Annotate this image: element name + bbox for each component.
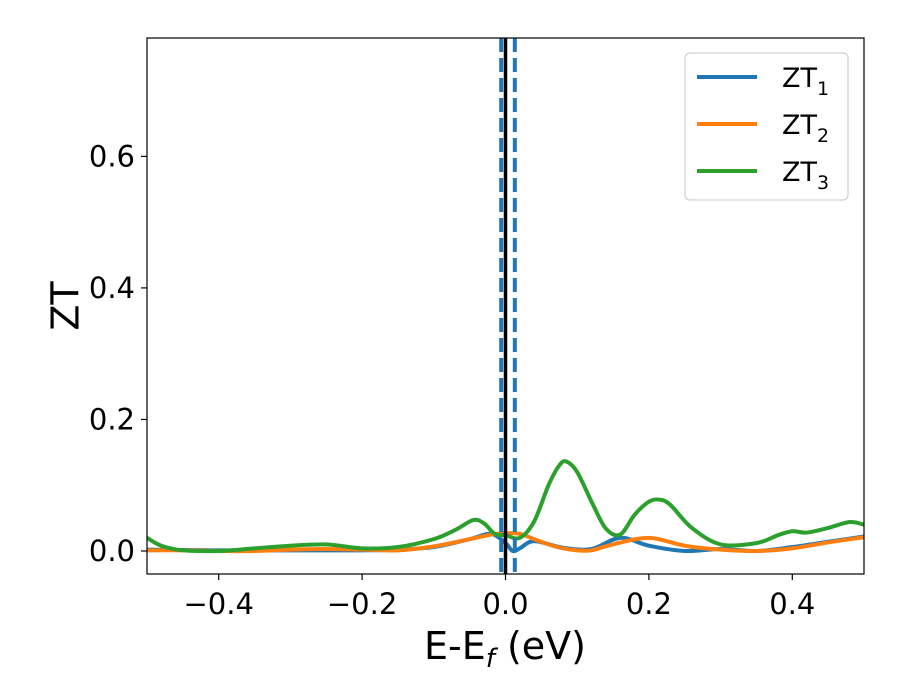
y-tick-label: 0.0 [89,534,135,568]
legend: ZT1 ZT2 ZT3 [684,52,849,201]
legend-box [684,52,849,201]
axis-ticks: −0.4 −0.2 0.0 0.2 0.4 0.0 0.2 0.4 0.6 [89,139,815,621]
x-tick-label: −0.2 [327,587,397,621]
x-tick-label: 0.4 [769,587,815,621]
series-line-zt2 [147,531,864,554]
legend-label-zt3: ZT3 [782,157,829,194]
y-tick-label: 0.6 [89,139,135,173]
legend-label-zt2: ZT2 [782,110,829,147]
x-axis-label: E-Ef (eV) [424,624,586,674]
x-tick-label: −0.4 [183,587,253,621]
y-axis-label: ZT [44,281,88,331]
legend-label-zt1: ZT1 [782,63,829,100]
x-tick-label: 0.0 [482,587,528,621]
y-tick-label: 0.2 [89,402,135,436]
series-line-zt3 [147,459,864,554]
x-tick-label: 0.2 [626,587,672,621]
plot-area [147,38,864,574]
y-tick-label: 0.4 [89,271,135,305]
